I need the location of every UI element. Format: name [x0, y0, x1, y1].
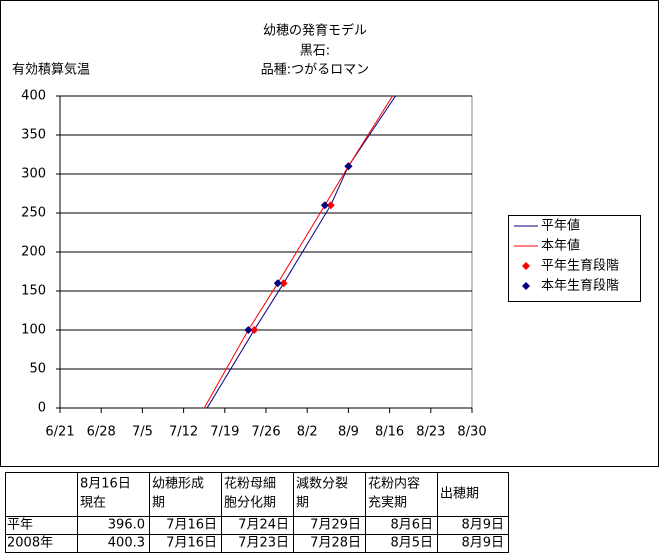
table-header: 期	[152, 496, 165, 511]
y-tick-label: 50	[29, 362, 46, 377]
y-tick-label: 200	[21, 245, 46, 260]
data-point	[273, 279, 282, 288]
table-cell: 2008年	[7, 536, 53, 551]
legend-label: 平年生育段階	[541, 258, 619, 274]
x-tick-label: 8/30	[457, 425, 486, 440]
table-cell: 7月23日	[238, 536, 289, 551]
table-header: 充実期	[368, 495, 407, 511]
legend-label: 本年生育段階	[541, 278, 619, 294]
y-tick-label: 250	[21, 206, 46, 221]
table-cell: 7月24日	[238, 518, 289, 533]
x-tick-label: 6/28	[87, 425, 116, 440]
data-point	[244, 326, 253, 334]
data-point	[326, 201, 335, 210]
table-header: 花粉母細	[224, 476, 276, 492]
table-header: 期	[296, 496, 309, 511]
x-tick-label: 8/9	[338, 425, 359, 440]
chart-title: 黒石:	[300, 44, 330, 59]
table-cell: 8月9日	[461, 536, 504, 551]
data-point	[320, 201, 329, 210]
y-tick-label: 0	[38, 401, 46, 416]
y-tick-label: 100	[21, 323, 46, 338]
chart-title: 幼穂の発育モデル	[263, 23, 367, 39]
table-header: 減数分裂	[296, 476, 348, 492]
x-tick-label: 7/12	[169, 425, 198, 440]
y-axis-label: 有効積算気温	[12, 62, 90, 78]
data-point	[279, 279, 288, 288]
x-tick-label: 8/16	[375, 425, 404, 440]
legend-label: 平年値	[541, 218, 580, 234]
data-point	[344, 162, 353, 171]
table-cell: 8月6日	[390, 518, 433, 533]
y-tick-label: 150	[21, 284, 46, 299]
data-point	[250, 326, 259, 334]
table-cell: 7月29日	[310, 518, 361, 533]
legend-swatch	[522, 282, 530, 290]
table-header: 胞分化期	[224, 496, 276, 511]
table-cell: 平年	[7, 518, 33, 533]
x-tick-label: 7/5	[132, 425, 153, 440]
table-header: 8月16日	[80, 477, 131, 492]
table-cell: 7月16日	[166, 518, 217, 533]
table-cell: 8月5日	[390, 536, 433, 551]
table-cell: 7月28日	[310, 536, 361, 551]
table-cell: 8月9日	[461, 518, 504, 533]
table-header: 花粉内容	[368, 476, 420, 492]
data-line	[203, 95, 393, 409]
table-cell: 396.0	[108, 518, 145, 533]
x-tick-label: 7/19	[210, 425, 239, 440]
table-header: 出穂期	[440, 487, 479, 502]
chart-title: 品種:つがるロマン	[261, 62, 369, 78]
table-header: 現在	[80, 496, 106, 511]
x-tick-label: 7/26	[251, 425, 280, 440]
table-cell: 7月16日	[166, 536, 217, 551]
table-frame	[5, 472, 509, 553]
table-cell: 400.3	[108, 536, 145, 551]
x-tick-label: 8/23	[416, 425, 445, 440]
y-tick-label: 400	[21, 89, 46, 104]
legend-swatch	[522, 262, 530, 270]
x-tick-label: 8/2	[297, 425, 318, 440]
y-tick-label: 300	[21, 167, 46, 182]
x-tick-label: 6/21	[45, 425, 74, 440]
legend-box	[508, 215, 641, 302]
y-tick-label: 350	[21, 128, 46, 143]
table-header: 幼穂形成	[152, 477, 204, 492]
legend-label: 本年値	[541, 238, 580, 254]
